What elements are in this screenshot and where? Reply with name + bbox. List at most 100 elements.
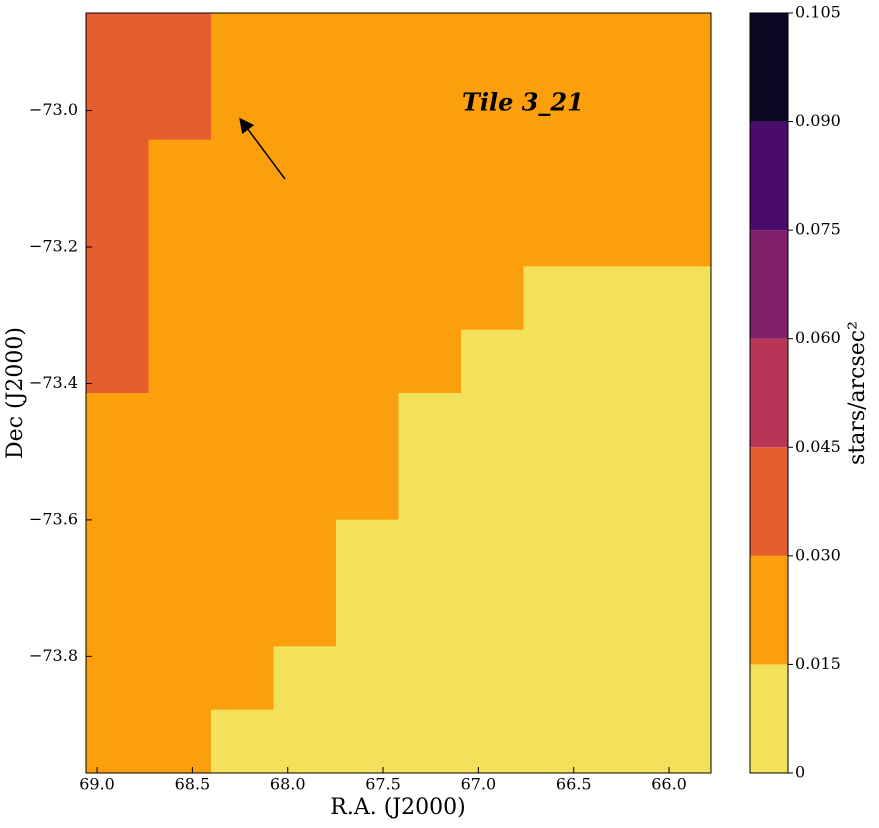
density-cell [211,519,274,584]
x-tick-label: 67.5 [365,775,401,794]
colorbar-tick-label: 0.015 [795,654,841,673]
density-cell [586,583,649,647]
density-cell [461,13,524,77]
density-cell [648,139,712,204]
density-cell [86,456,149,521]
colorbar-segment [750,338,788,448]
colorbar-tick-label: 0.045 [795,437,841,456]
density-cell [148,139,212,204]
density-cell [461,583,524,647]
density-cell [273,583,337,647]
density-cell [148,203,212,267]
density-cell [336,76,399,141]
density-cell [148,456,212,521]
density-cell [586,266,649,331]
density-cell [336,329,399,394]
density-cell [211,709,274,774]
density-cell [398,583,462,647]
density-cell [273,709,337,774]
colorbar-segment [750,121,788,231]
density-cell [86,519,149,584]
density-cell [336,519,399,584]
colorbar-tick-label: 0.030 [795,545,841,564]
x-tick-label: 68.0 [270,775,306,794]
density-cell [86,646,149,711]
density-cell [648,646,712,711]
density-cell [398,456,462,521]
colorbar-segment [750,664,788,773]
density-cell [336,456,399,521]
density-cell [86,266,149,331]
density-cell [273,203,337,267]
density-cell [86,203,149,267]
density-cell [461,393,524,457]
density-cell [586,329,649,394]
density-cell [211,456,274,521]
density-cell [523,456,587,521]
density-cell [273,266,337,331]
density-cell [398,266,462,331]
density-cell [586,203,649,267]
density-cell [523,709,587,774]
density-cell [148,76,212,141]
colorbar-segment [750,230,788,339]
density-cell [461,519,524,584]
density-cell [461,203,524,267]
density-cell [211,139,274,204]
density-cell [648,266,712,331]
y-tick-label: −73.8 [29,646,78,665]
density-cell [398,13,462,77]
density-cell [398,519,462,584]
density-cell [86,393,149,457]
density-cell [273,646,337,711]
colorbar-segment [750,13,788,122]
density-cell [148,13,212,77]
density-cell [211,13,274,77]
density-cell [461,139,524,204]
annotation: Tile 3_21 [462,88,584,117]
density-cell [461,456,524,521]
density-cell [336,646,399,711]
density-cell [523,13,587,77]
density-cell [586,139,649,204]
density-cell [148,646,212,711]
density-cell [273,329,337,394]
density-cell [461,76,524,141]
density-cell [586,76,649,141]
density-cell [648,456,712,521]
density-cell [211,266,274,331]
density-cell [398,76,462,141]
density-cell [86,139,149,204]
plot-frame [85,12,712,774]
density-cell [211,393,274,457]
density-cell [586,393,649,457]
colorbar-tick-label: 0.105 [795,3,841,22]
density-cell [398,646,462,711]
density-cell [398,139,462,204]
density-cell [211,76,274,141]
density-cell [523,76,587,141]
density-cell [86,583,149,647]
x-tick-label: 66.0 [651,775,687,794]
density-field [86,13,712,774]
density-cell [648,583,712,647]
density-cell [398,393,462,457]
x-tick-label: 69.0 [79,775,115,794]
density-cell [211,329,274,394]
density-cell [523,583,587,647]
density-cell [461,266,524,331]
density-cell [273,519,337,584]
density-cell [148,519,212,584]
density-cell [586,646,649,711]
density-cell [461,329,524,394]
annotation-arrow [239,117,286,180]
density-cell [211,203,274,267]
density-cell [273,76,337,141]
density-cell [148,329,212,394]
density-cell [273,139,337,204]
density-cell [86,13,149,77]
density-cell [336,203,399,267]
density-cell [398,203,462,267]
density-cell [336,13,399,77]
